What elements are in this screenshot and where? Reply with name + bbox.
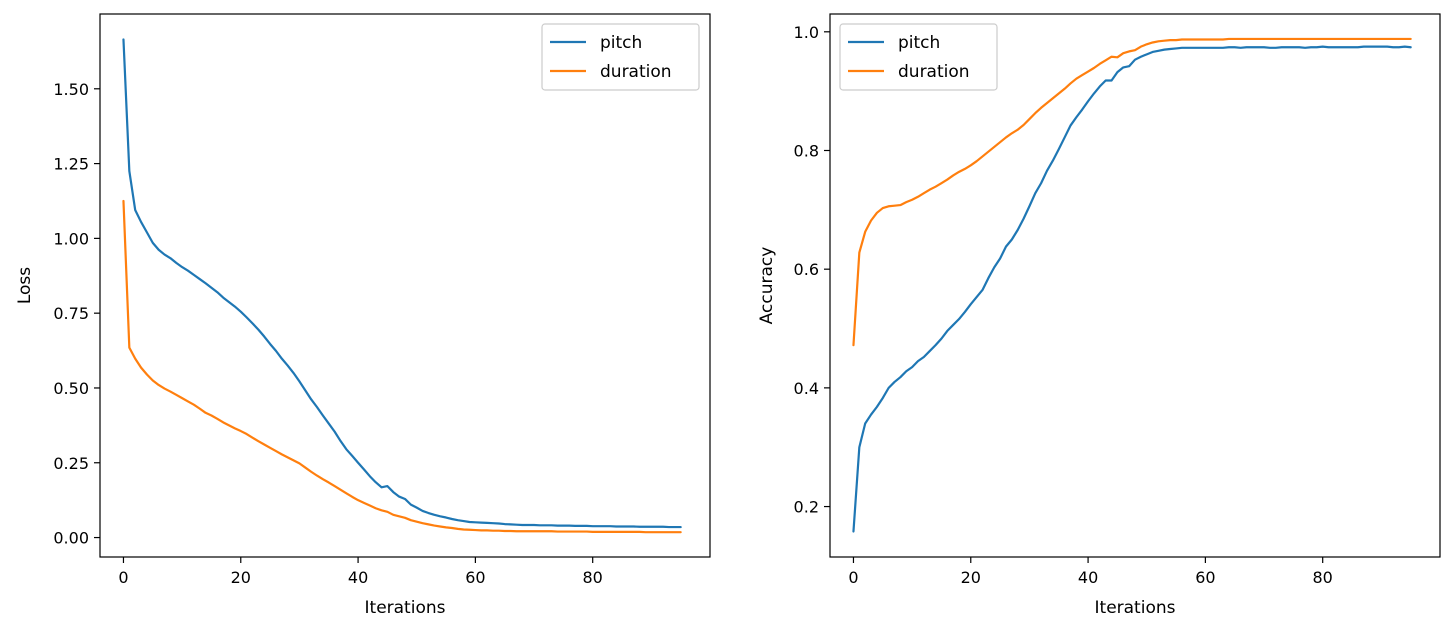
x-tick-label: 80 <box>1313 568 1333 587</box>
y-tick-label: 0.2 <box>794 498 819 517</box>
axes-frame <box>99 13 711 558</box>
x-tick-label: 20 <box>961 568 981 587</box>
x-tick-label: 60 <box>465 568 485 587</box>
legend-label-duration: duration <box>898 62 970 82</box>
x-tick-label: 20 <box>231 568 251 587</box>
series-line-duration <box>122 199 682 534</box>
y-axis-label: Accuracy <box>757 247 777 325</box>
y-tick-label: 1.50 <box>53 80 89 99</box>
y-tick-label: 0.75 <box>53 304 89 323</box>
y-tick-label: 0.25 <box>53 454 89 473</box>
y-tick-label: 1.0 <box>794 23 819 42</box>
x-tick-label: 60 <box>1195 568 1215 587</box>
x-tick-label: 40 <box>348 568 368 587</box>
loss-chart: 0 20 40 60 80 0.00 0.25 0.50 0.75 1.00 1.25 1.50 Ite… <box>15 13 711 618</box>
y-tick-label: 1.00 <box>53 229 89 248</box>
series-line-duration <box>852 37 1412 347</box>
x-tick-label: 0 <box>848 568 858 587</box>
y-tick-label: 0.6 <box>794 260 819 279</box>
x-tick-label: 0 <box>118 568 128 587</box>
axes-frame <box>829 13 1441 558</box>
y-tick-label: 0.8 <box>794 141 819 160</box>
series-line-pitch <box>852 45 1412 533</box>
x-axis-label: Iterations <box>365 598 446 618</box>
y-tick-label: 1.25 <box>53 155 89 174</box>
legend-label-duration: duration <box>600 62 672 82</box>
legend-label-pitch: pitch <box>898 33 940 53</box>
series-line-pitch <box>122 38 682 529</box>
legend: pitch duration <box>839 23 998 91</box>
y-tick-label: 0.50 <box>53 379 89 398</box>
legend: pitch duration <box>541 23 700 91</box>
y-tick-label: 0.00 <box>53 529 89 548</box>
x-tick-label: 80 <box>583 568 603 587</box>
x-tick-label: 40 <box>1078 568 1098 587</box>
y-tick-label: 0.4 <box>794 379 819 398</box>
legend-label-pitch: pitch <box>600 33 642 53</box>
legend-box <box>839 23 998 91</box>
x-axis-label: Iterations <box>1095 598 1176 618</box>
legend-box <box>541 23 700 91</box>
accuracy-chart: 0 20 40 60 80 0.2 0.4 0.6 0.8 1.0 Iterations Accura… <box>757 13 1441 618</box>
y-axis-label: Loss <box>15 267 35 304</box>
